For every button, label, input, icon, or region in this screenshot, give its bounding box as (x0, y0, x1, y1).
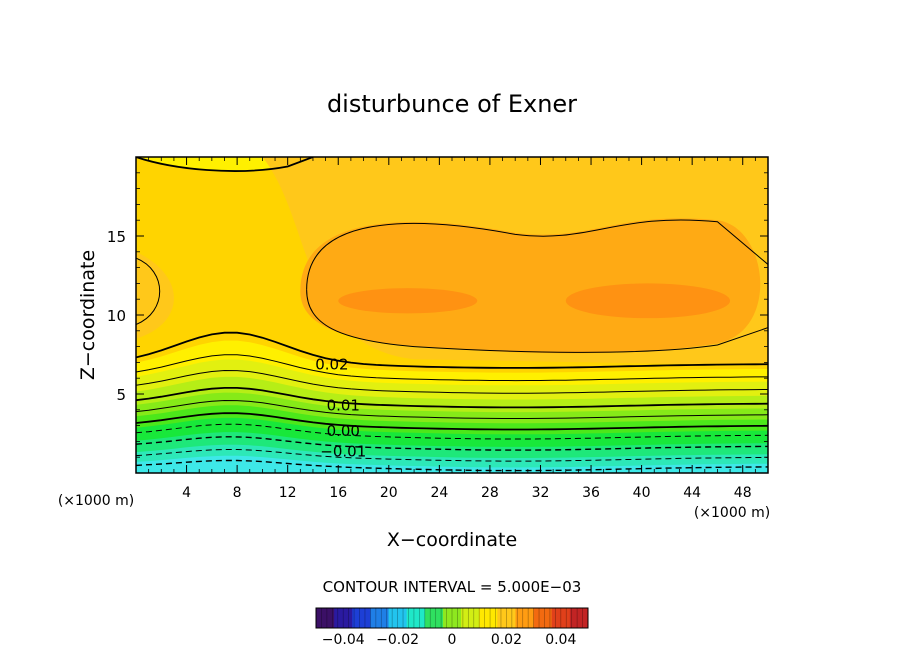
x-tick-label: 32 (532, 485, 550, 501)
contour-line (306, 219, 768, 290)
colorbar-tick-label: −0.02 (376, 632, 419, 648)
y-axis-label: Z−coordinate (77, 250, 99, 380)
x-tick-label: 36 (582, 485, 600, 501)
colorbar-cell (551, 608, 571, 628)
x-unit-label: (×1000 m) (694, 505, 770, 521)
band-orange-inner (300, 218, 761, 354)
x-tick-label: 4 (182, 485, 191, 501)
colorbar-cell (424, 608, 444, 628)
y-tick-label: 15 (107, 228, 126, 246)
contour-label: −0.01 (320, 442, 366, 460)
colorbar-cell (352, 608, 371, 628)
y-tick-label: 5 (116, 386, 126, 404)
x-tick-label: 24 (430, 485, 448, 501)
colorbar-cell (370, 608, 390, 628)
x-tick-label: 28 (481, 485, 499, 501)
y-unit-label: (×1000 m) (58, 493, 134, 509)
colorbar-tick-label: 0.04 (545, 632, 576, 648)
contour-label: 0.00 (327, 422, 360, 440)
band-core-right (565, 283, 731, 319)
contour-line (136, 459, 768, 472)
plot-area (136, 157, 768, 473)
contour-label: 0.01 (327, 397, 360, 415)
colorbar-tick-label: −0.04 (322, 632, 365, 648)
chart-title: disturbunce of Exner (327, 90, 577, 118)
x-tick-label: 12 (279, 485, 297, 501)
contour-line (136, 436, 768, 451)
contour-line (136, 157, 314, 172)
colorbar-cell (406, 608, 426, 628)
colorbar-cell (479, 608, 498, 628)
contour-line (136, 387, 768, 409)
colorbar-cell (461, 608, 480, 628)
colorbar-cell (388, 608, 408, 628)
colorbar-tick-label: 0.02 (491, 632, 522, 648)
contour-line (136, 354, 768, 382)
contour-line (136, 369, 768, 394)
y-tick-label: 10 (107, 307, 126, 325)
colorbar-cell (533, 608, 553, 628)
x-tick-label: 8 (233, 485, 242, 501)
colorbar-cell (316, 608, 335, 628)
contour-line (136, 449, 768, 462)
colorbar-frame (315, 607, 589, 629)
band-left-edge (136, 251, 174, 339)
x-tick-label: 16 (329, 485, 347, 501)
contour-line (136, 423, 768, 440)
contour-line (136, 399, 768, 419)
x-tick-label: 44 (683, 485, 701, 501)
contour-line (136, 257, 161, 325)
colorbar-cell (569, 608, 589, 628)
colorbar-cell (442, 608, 462, 628)
contour-line (306, 289, 768, 353)
colorbar-cell (334, 608, 353, 628)
contour-line (136, 412, 768, 431)
x-tick-label: 40 (633, 485, 651, 501)
x-tick-label: 48 (734, 485, 752, 501)
contour-label: 0.02 (315, 356, 348, 374)
contour-interval-label: CONTOUR INTERVAL = 5.000E−03 (323, 578, 582, 596)
colorbar: −0.04 −0.02 0 0.02 0.04 (315, 607, 589, 648)
colorbar-cell (515, 608, 535, 628)
colorbar-tick-label: 0 (448, 632, 457, 648)
x-axis-label: X−coordinate (387, 529, 517, 551)
colorbar-cell (497, 608, 516, 628)
x-tick-label: 20 (380, 485, 398, 501)
band-core-left (338, 288, 478, 314)
contour-line (136, 331, 768, 369)
